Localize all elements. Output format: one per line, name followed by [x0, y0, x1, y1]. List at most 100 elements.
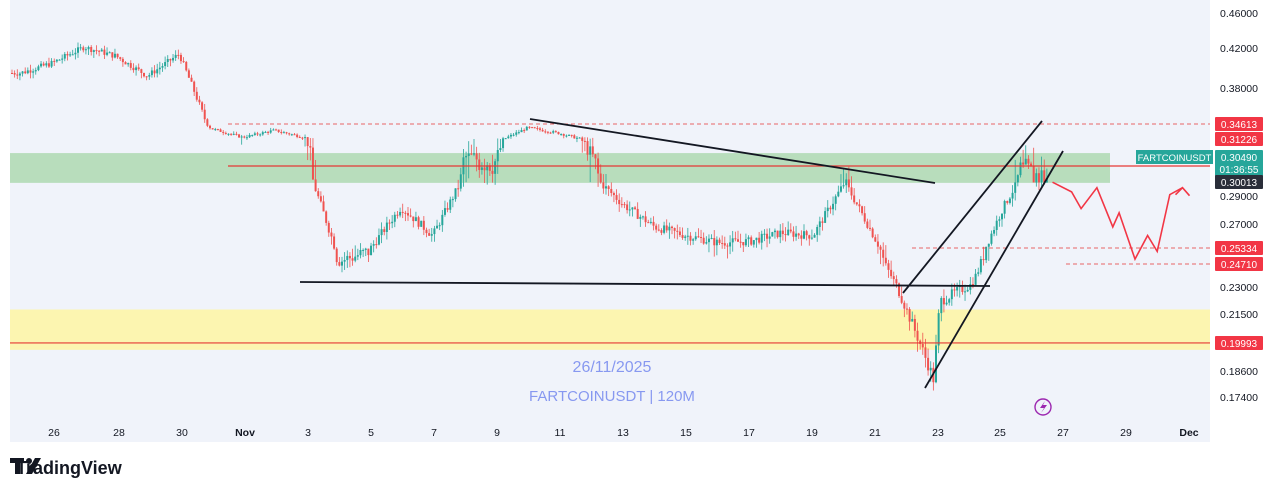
- candle: [385, 216, 388, 240]
- candle-body: [1006, 201, 1009, 203]
- candle: [478, 152, 481, 178]
- candle: [916, 322, 919, 352]
- candle: [528, 126, 531, 129]
- candle: [164, 56, 167, 70]
- candle-body: [900, 296, 903, 303]
- candle: [21, 70, 24, 77]
- candle-body: [892, 276, 895, 280]
- brand-footer: TradingView: [10, 458, 122, 479]
- candle: [684, 234, 687, 241]
- candle: [92, 49, 95, 58]
- candle: [441, 209, 444, 232]
- candle-body: [1003, 201, 1006, 214]
- candle-body: [158, 67, 161, 70]
- candle: [298, 135, 301, 139]
- candle-body: [293, 134, 296, 136]
- candle-body: [480, 167, 483, 170]
- candle: [874, 234, 877, 243]
- candle: [734, 231, 737, 242]
- candle-body: [132, 67, 135, 71]
- candle-body: [876, 241, 879, 247]
- candle-body: [425, 229, 428, 234]
- candle: [45, 61, 48, 68]
- price-label-bg: [1215, 132, 1263, 146]
- candle: [855, 202, 858, 206]
- candle-body: [911, 318, 914, 322]
- candle: [678, 226, 681, 237]
- candle-body: [797, 233, 800, 236]
- candle: [605, 174, 607, 195]
- candle-body: [198, 99, 201, 103]
- candle-body: [792, 231, 795, 237]
- candle: [945, 295, 948, 306]
- candle-body: [903, 302, 906, 309]
- candle: [285, 131, 288, 135]
- candle: [243, 135, 246, 139]
- candle: [892, 271, 895, 285]
- candle: [172, 54, 175, 63]
- candle-body: [385, 222, 388, 232]
- candle: [219, 128, 222, 133]
- candle-body: [731, 238, 734, 243]
- candle: [760, 230, 763, 250]
- candle-body: [779, 230, 782, 238]
- candle: [583, 137, 586, 152]
- candle: [565, 134, 568, 138]
- candle-body: [103, 49, 106, 55]
- candle-body: [953, 289, 956, 291]
- descending-trendline: [529, 118, 936, 184]
- candle: [776, 230, 779, 239]
- candle: [618, 193, 621, 212]
- candle: [692, 237, 695, 245]
- candle-body: [356, 255, 359, 257]
- candle: [143, 72, 145, 78]
- candle: [449, 196, 452, 214]
- candle: [525, 126, 528, 131]
- candle-body: [853, 195, 856, 203]
- candle: [966, 286, 969, 293]
- candle-body: [887, 263, 890, 270]
- candle-body: [459, 174, 462, 189]
- candle: [1003, 199, 1006, 219]
- candle: [248, 133, 251, 138]
- candle-body: [895, 279, 898, 284]
- candle-body: [140, 69, 143, 73]
- candle-body: [531, 127, 534, 129]
- candle-body: [330, 232, 333, 237]
- candle: [156, 63, 159, 78]
- candle-body: [921, 343, 924, 348]
- channel-lower-line: [924, 150, 1064, 389]
- candle-body: [282, 132, 285, 134]
- candle-body: [768, 236, 771, 239]
- candle: [377, 228, 380, 246]
- candle: [739, 233, 742, 248]
- candle-body: [507, 136, 510, 139]
- candle: [620, 197, 623, 208]
- candle-body: [256, 133, 259, 135]
- price-label-bg: [1215, 257, 1263, 271]
- candle: [327, 220, 330, 237]
- candle-body: [47, 63, 50, 67]
- candle-body: [182, 61, 185, 63]
- candle-body: [737, 239, 739, 242]
- candle: [911, 311, 914, 322]
- candle: [747, 235, 750, 247]
- candle: [383, 226, 386, 236]
- candle: [488, 163, 491, 176]
- candle: [375, 237, 378, 249]
- candle-body: [383, 229, 386, 232]
- candle: [789, 223, 792, 234]
- candle-body: [53, 60, 56, 62]
- candle: [66, 51, 69, 61]
- candle-body: [259, 134, 262, 136]
- candle-body: [636, 208, 639, 219]
- candle-body: [528, 126, 531, 128]
- candle: [454, 188, 457, 202]
- candle: [655, 223, 658, 233]
- candle-body: [290, 134, 293, 136]
- candle: [531, 126, 534, 129]
- candle-body: [692, 239, 695, 241]
- candle-body: [1043, 170, 1046, 183]
- candle-body: [602, 182, 605, 189]
